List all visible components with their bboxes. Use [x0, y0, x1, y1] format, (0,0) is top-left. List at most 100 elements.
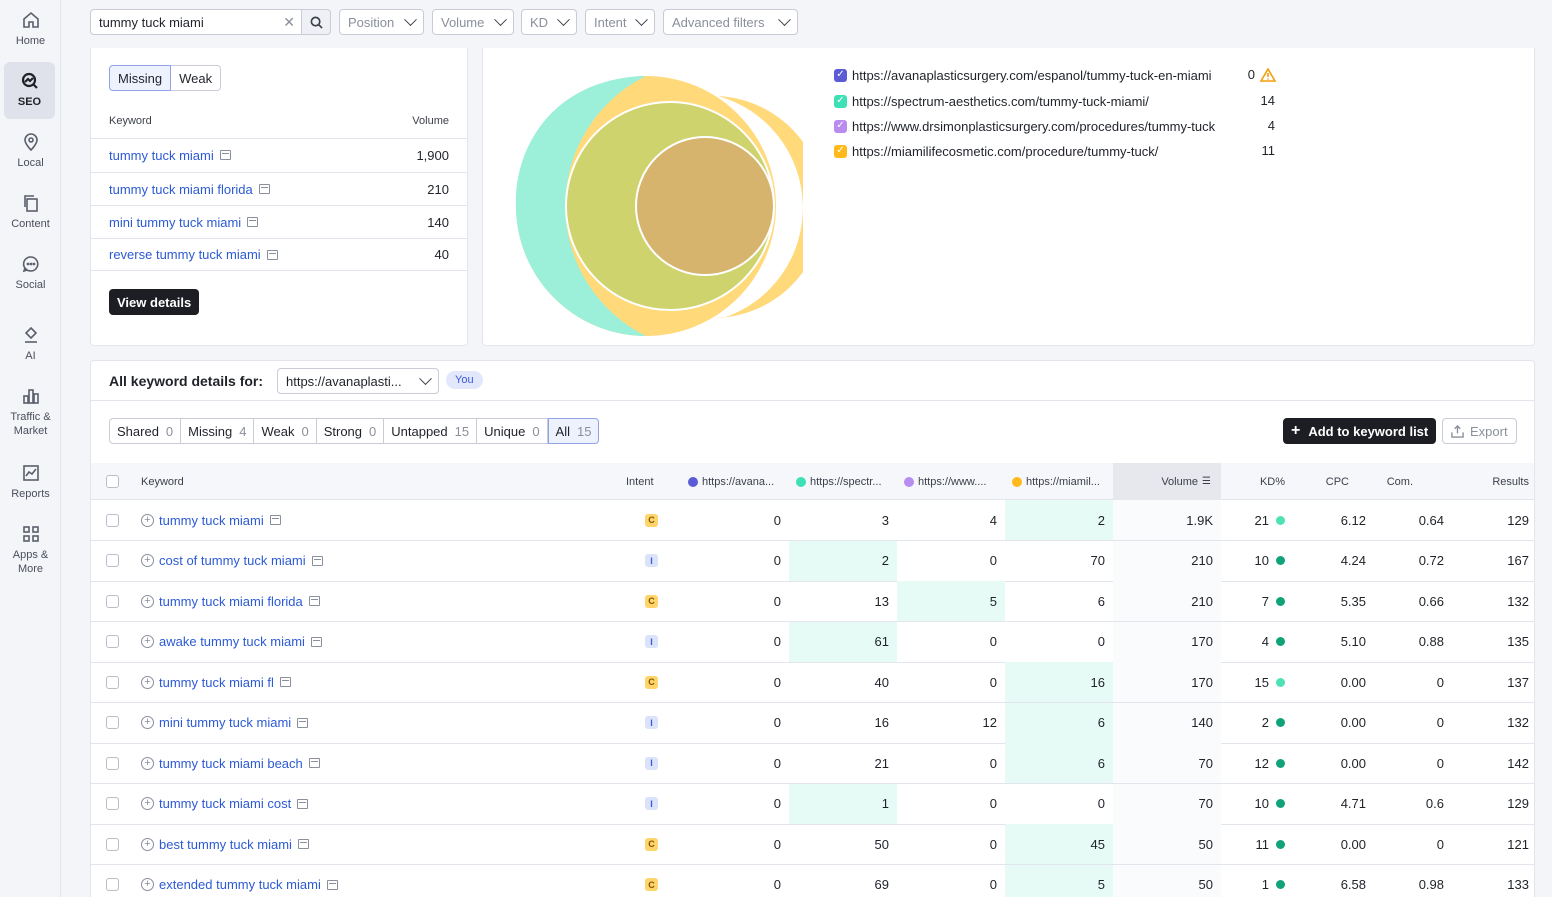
tab-unique[interactable]: Unique 0 — [477, 418, 548, 444]
tab-missing[interactable]: Missing 4 — [181, 418, 255, 444]
kd-filter[interactable]: KD — [521, 9, 577, 35]
serp-icon[interactable] — [297, 717, 309, 728]
keyword-link[interactable]: best tummy tuck miami — [159, 837, 309, 852]
sidebar-item-reports[interactable]: Reports — [0, 463, 61, 503]
keyword-link[interactable]: tummy tuck miami florida — [109, 182, 270, 197]
view-details-button[interactable]: View details — [109, 289, 200, 315]
row-checkbox[interactable] — [106, 662, 122, 702]
checkbox-icon[interactable]: ✓ — [834, 144, 847, 158]
add-keyword-icon[interactable]: + — [141, 878, 154, 891]
intent-badge[interactable]: C — [645, 513, 658, 527]
col-domain-3[interactable]: https://www.... — [904, 463, 986, 500]
advanced-filters[interactable]: Advanced filters — [663, 9, 798, 35]
tab-strong[interactable]: Strong 0 — [316, 418, 385, 444]
col-domain-1[interactable]: https://avana... — [688, 463, 774, 500]
intent-badge[interactable]: I — [645, 797, 658, 810]
intent-filter[interactable]: Intent — [585, 9, 655, 35]
col-intent[interactable]: Intent — [626, 475, 654, 488]
row-checkbox[interactable] — [106, 581, 122, 621]
serp-icon[interactable] — [269, 515, 281, 525]
search-input[interactable]: tummy tuck miami ✕ — [90, 9, 302, 35]
sidebar-item-social[interactable]: Social — [0, 254, 61, 294]
serp-icon[interactable] — [297, 798, 309, 809]
keyword-link[interactable]: tummy tuck miami — [109, 148, 231, 163]
sidebar-item-content[interactable]: Content — [0, 193, 61, 233]
col-results[interactable]: Results — [1492, 475, 1529, 488]
venn-circle-avana[interactable] — [635, 136, 775, 276]
col-keyword[interactable]: Keyword — [141, 475, 184, 488]
serp-icon[interactable] — [297, 839, 309, 849]
intent-badge[interactable]: C — [645, 594, 658, 608]
domain-select[interactable]: https://avanaplasti... — [277, 368, 439, 394]
serp-icon[interactable] — [310, 636, 322, 647]
sidebar-item-ai[interactable]: AI — [0, 325, 61, 365]
intent-badge[interactable]: C — [645, 837, 658, 851]
checkbox-icon[interactable]: ✓ — [834, 94, 847, 108]
intent-badge[interactable]: I — [645, 756, 658, 770]
keyword-link[interactable]: reverse tummy tuck miami — [109, 247, 278, 262]
checkbox-icon[interactable]: ✓ — [834, 68, 847, 82]
serp-icon[interactable] — [247, 217, 259, 227]
sidebar-item-seo[interactable]: SEO — [4, 62, 55, 119]
row-checkbox[interactable] — [106, 743, 122, 783]
legend-item-drsimon[interactable]: ✓ https://www.drsimonplasticsurgery.com/… — [834, 117, 1215, 135]
keyword-link[interactable]: tummy tuck miami — [159, 513, 281, 528]
add-keyword-icon[interactable]: + — [141, 797, 154, 810]
serp-icon[interactable] — [279, 677, 291, 687]
legend-item-spectrum[interactable]: ✓ https://spectrum-aesthetics.com/tummy-… — [834, 92, 1149, 110]
intent-badge[interactable]: C — [645, 675, 658, 689]
intent-badge[interactable]: I — [645, 554, 658, 567]
sidebar-item-traffic-market[interactable]: Traffic & Market — [0, 386, 61, 440]
row-checkbox[interactable] — [106, 500, 122, 540]
col-kd[interactable]: KD% — [1259, 475, 1285, 488]
venn-circle-spectrum[interactable] — [515, 76, 646, 336]
tab-untapped[interactable]: Untapped 15 — [384, 418, 478, 444]
keyword-link[interactable]: tummy tuck miami florida — [159, 594, 320, 609]
tab-weak[interactable]: Weak 0 — [254, 418, 317, 444]
warning-icon[interactable] — [1260, 68, 1276, 82]
clear-icon[interactable]: ✕ — [283, 14, 295, 30]
row-checkbox[interactable] — [106, 865, 122, 897]
keyword-link[interactable]: mini tummy tuck miami — [109, 215, 259, 230]
checkbox-icon[interactable]: ✓ — [834, 119, 847, 133]
col-volume[interactable]: Volume ☰ — [1113, 463, 1221, 500]
tab-missing[interactable]: Missing — [109, 65, 172, 91]
export-button[interactable]: Export — [1442, 418, 1517, 444]
serp-icon[interactable] — [258, 184, 270, 194]
keyword-link[interactable]: tummy tuck miami cost — [159, 796, 309, 811]
col-domain-2[interactable]: https://spectr... — [796, 463, 882, 500]
keyword-link[interactable]: tummy tuck miami beach — [159, 756, 320, 771]
serp-icon[interactable] — [219, 150, 231, 160]
add-keyword-icon[interactable]: + — [141, 635, 154, 648]
keyword-link[interactable]: cost of tummy tuck miami — [159, 553, 323, 568]
volume-filter[interactable]: Volume — [432, 9, 514, 35]
serp-icon[interactable] — [326, 879, 338, 890]
serp-icon[interactable] — [266, 249, 278, 260]
tab-all[interactable]: All 15 — [547, 418, 600, 444]
select-all-checkbox[interactable] — [106, 463, 122, 500]
tab-shared[interactable]: Shared 0 — [109, 418, 182, 444]
row-checkbox[interactable] — [106, 703, 122, 743]
col-domain-4[interactable]: https://miamil... — [1012, 463, 1100, 500]
row-checkbox[interactable] — [106, 622, 122, 662]
add-keyword-icon[interactable]: + — [141, 594, 154, 608]
keyword-link[interactable]: awake tummy tuck miami — [159, 634, 322, 649]
add-keyword-icon[interactable]: + — [141, 675, 154, 689]
intent-badge[interactable]: I — [645, 635, 658, 648]
intent-badge[interactable]: I — [645, 716, 658, 729]
sidebar-item-local[interactable]: Local — [0, 132, 61, 172]
col-com[interactable]: Com. — [1386, 475, 1413, 488]
position-filter[interactable]: Position — [339, 9, 424, 35]
legend-item-miamilife[interactable]: ✓ https://miamilifecosmetic.com/procedur… — [834, 142, 1158, 160]
sidebar-item-home[interactable]: Home — [0, 10, 61, 50]
row-checkbox[interactable] — [106, 784, 122, 824]
keyword-link[interactable]: tummy tuck miami fl — [159, 675, 291, 690]
add-keyword-icon[interactable]: + — [141, 554, 154, 567]
add-keyword-icon[interactable]: + — [141, 756, 154, 770]
tab-weak[interactable]: Weak — [171, 65, 222, 91]
row-checkbox[interactable] — [106, 541, 122, 581]
serp-icon[interactable] — [311, 555, 323, 566]
sidebar-item-apps-more[interactable]: Apps & More — [0, 524, 61, 578]
col-cpc[interactable]: CPC — [1325, 475, 1349, 488]
search-button[interactable] — [301, 9, 331, 35]
